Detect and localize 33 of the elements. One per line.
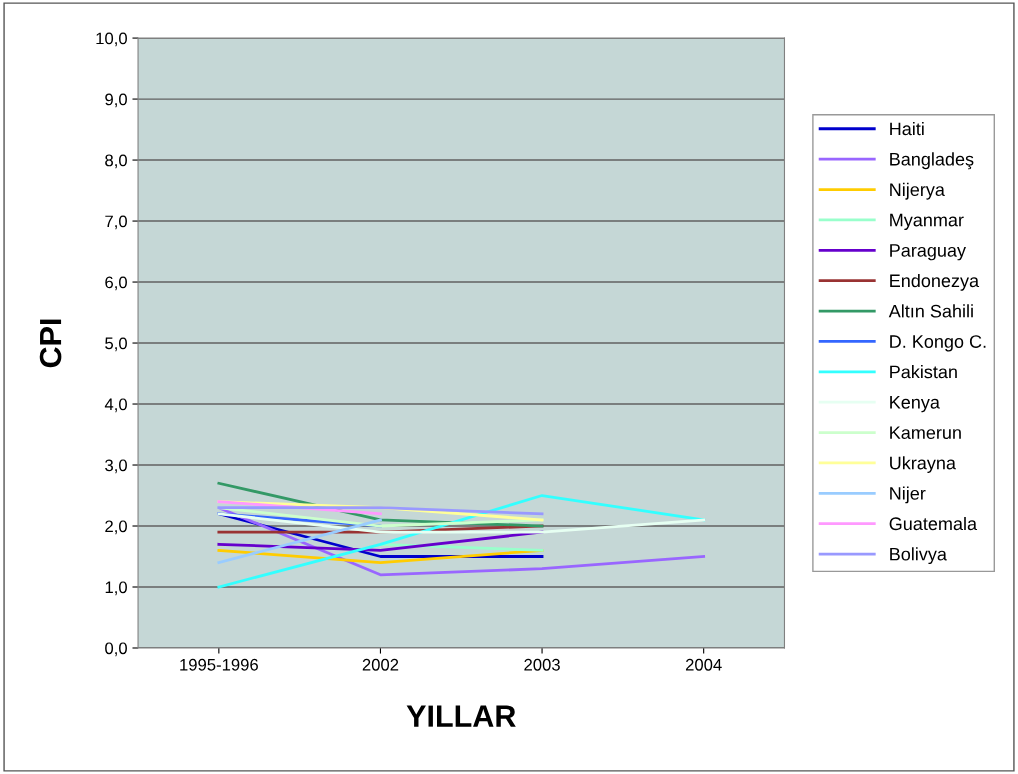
legend-label: Pakistan — [890, 365, 957, 379]
legend-label: Guatemala — [889, 516, 978, 531]
legend-label: Bangladeş — [890, 152, 974, 170]
x-tick-label: 1995-1996 — [180, 658, 258, 671]
y-tick-label: 7,0 — [105, 215, 127, 230]
legend-label: Ukrayna — [890, 456, 956, 473]
legend-label: Altın Sahili — [888, 304, 973, 318]
legend-label: Nijer — [890, 486, 926, 504]
x-axis-title: YILLAR — [406, 705, 516, 727]
x-tick-label: 2004 — [685, 658, 722, 671]
y-tick-label: 8,0 — [105, 154, 127, 169]
y-tick-label: 3,0 — [105, 459, 127, 474]
y-tick-label: 6,0 — [105, 276, 127, 291]
y-tick-label: 0,0 — [105, 642, 127, 657]
y-tick-label: 5,0 — [105, 337, 127, 352]
legend-label: Nijerya — [890, 182, 945, 200]
x-tick-label: 2002 — [362, 658, 399, 671]
y-tick-label: 2,0 — [105, 520, 127, 535]
x-tick-label: 2003 — [524, 658, 560, 671]
legend-label: Haiti — [890, 121, 924, 136]
legend-label: D. Kongo C. — [890, 335, 986, 352]
legend-label: Endonezya — [890, 273, 980, 291]
y-tick-label: 4,0 — [104, 398, 127, 413]
legend-label: Paraguay — [890, 244, 966, 261]
legend-label: Kenya — [890, 396, 940, 413]
y-axis-title: CPI — [39, 319, 62, 368]
legend-label: Kamerun — [890, 426, 961, 440]
legend-label: Bolivya — [890, 547, 947, 565]
line-series — [217, 494, 706, 589]
y-tick-label: 1,0 — [105, 581, 127, 596]
legend-label: Myanmar — [890, 213, 964, 230]
y-tick-label: 10,0 — [96, 32, 127, 47]
y-tick-label: 9,0 — [105, 93, 127, 108]
